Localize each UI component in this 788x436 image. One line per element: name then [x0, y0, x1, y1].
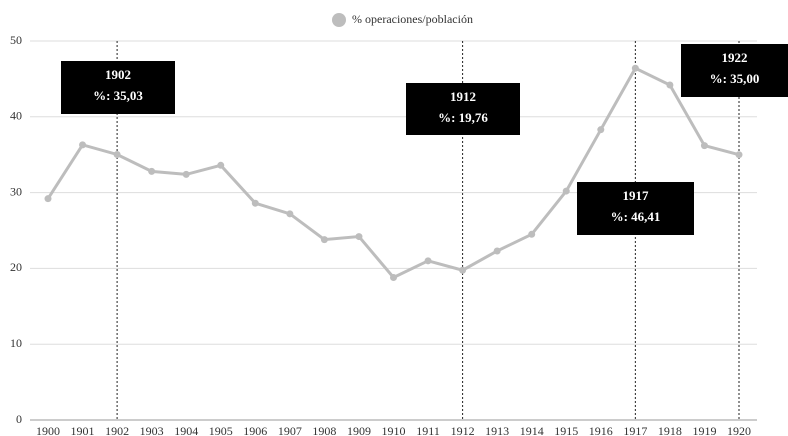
annotation-box	[61, 61, 175, 114]
x-tick-label: 1915	[554, 424, 578, 436]
annotation-text: %: 19,76	[438, 110, 488, 125]
point	[286, 210, 294, 218]
point	[459, 266, 467, 274]
point	[631, 64, 639, 72]
annotation-text: %: 35,00	[710, 71, 760, 86]
annotation-box	[681, 44, 788, 97]
x-tick-label: 1919	[692, 424, 716, 436]
point	[597, 126, 605, 134]
x-tick-label: 1905	[209, 424, 233, 436]
x-tick-label: 1920	[727, 424, 751, 436]
y-tick-label: 10	[10, 336, 22, 350]
point	[44, 195, 52, 203]
x-tick-label: 1900	[36, 424, 60, 436]
x-tick-label: 1909	[347, 424, 371, 436]
point	[182, 170, 190, 178]
point	[424, 257, 432, 265]
x-tick-label: 1903	[140, 424, 164, 436]
point	[148, 167, 156, 175]
annotation-title: 1917	[623, 188, 650, 203]
point	[79, 141, 87, 149]
point	[390, 273, 397, 281]
x-tick-label: 1910	[382, 424, 406, 436]
point	[251, 199, 259, 207]
y-tick-label: 20	[10, 260, 22, 274]
y-tick-label: 0	[16, 412, 22, 426]
y-tick-label: 40	[10, 109, 22, 123]
point	[562, 187, 570, 195]
point	[493, 247, 501, 255]
x-tick-label: 1917	[623, 424, 647, 436]
x-tick-label: 1908	[312, 424, 336, 436]
x-tick-label: 1901	[71, 424, 95, 436]
legend-label: % operaciones/población	[352, 12, 473, 26]
annotation-title: 1922	[722, 50, 748, 65]
annotation-title: 1902	[105, 67, 131, 82]
point	[735, 151, 743, 159]
x-tick-label: 1913	[485, 424, 509, 436]
annotation-text: %: 35,03	[93, 88, 143, 103]
point	[700, 142, 708, 150]
x-tick-label: 1906	[243, 424, 267, 436]
point	[217, 161, 225, 169]
x-tick-label: 1914	[520, 424, 544, 436]
point	[528, 230, 536, 238]
x-tick-label: 1904	[174, 424, 198, 436]
annotation-title: 1912	[450, 89, 476, 104]
annotation-box	[577, 182, 694, 235]
x-tick-label: 1912	[451, 424, 475, 436]
x-tick-label: 1918	[658, 424, 682, 436]
point	[113, 150, 121, 158]
point	[355, 233, 363, 241]
x-tick-label: 1902	[105, 424, 129, 436]
legend-swatch	[332, 13, 346, 27]
x-tick-label: 1907	[278, 424, 302, 436]
annotation-box	[406, 83, 520, 135]
x-tick-label: 1916	[589, 424, 613, 436]
y-tick-label: 30	[10, 184, 22, 198]
x-tick-label: 1911	[416, 424, 440, 436]
point	[666, 81, 674, 89]
annotation-text: %: 46,41	[611, 209, 661, 224]
y-tick-label: 50	[10, 33, 22, 47]
point	[320, 236, 328, 244]
